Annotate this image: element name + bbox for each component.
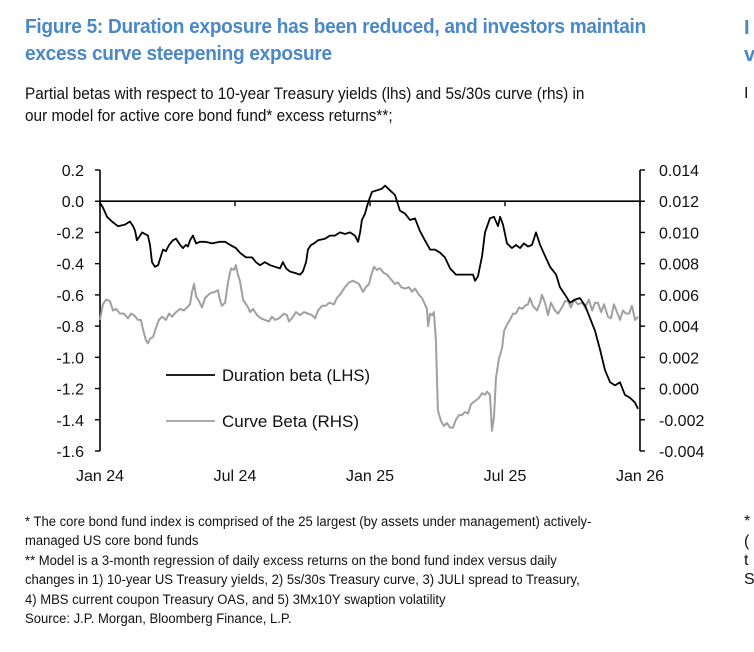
- footnote-line: ** Model is a 3-month regression of dail…: [25, 552, 557, 569]
- left-axis-tick-label: 0.2: [62, 163, 84, 180]
- left-axis-tick-label: -0.6: [56, 288, 84, 305]
- curve-beta-line: [99, 264, 639, 432]
- right-axis-tick-label: 0.004: [659, 319, 699, 336]
- chart: 0.2 0.0 -0.2 -0.4 -0.6 -0.8 -1.0 -1.2 -1.4 -1.6 0.…: [56, 163, 704, 485]
- figure-subtitle: Partial betas with respect to 10-year Tr…: [25, 83, 695, 127]
- right-axis-tick-label: -0.004: [659, 444, 704, 461]
- right-axis-tick-label: 0.008: [659, 257, 699, 274]
- left-axis-tick-label: -1.6: [56, 444, 84, 461]
- source-line: Source: J.P. Morgan, Bloomberg Finance, …: [25, 611, 292, 628]
- legend-label-duration: Duration beta (LHS): [222, 367, 370, 385]
- next-column-title-fragment-2: v: [744, 44, 754, 66]
- figure-title-line-1: Figure 5: Duration exposure has been red…: [25, 15, 646, 38]
- figure-title-line-2: excess curve steepening exposure: [25, 42, 332, 65]
- left-axis-tick-label: -1.4: [56, 413, 84, 430]
- left-axis-tick-label: 0.0: [62, 194, 84, 211]
- left-axis-tick-label: -1.0: [56, 350, 84, 367]
- right-axis-tick-label: 0.012: [659, 194, 699, 211]
- right-axis-tick-label: 0.002: [659, 350, 699, 367]
- next-column-title-fragment-1: I: [744, 17, 750, 39]
- left-axis-tick-label: -0.8: [56, 319, 84, 336]
- left-axis-tick-label: -0.2: [56, 225, 84, 242]
- next-column-footnote-fragment: t: [744, 552, 749, 569]
- x-axis-tick-label: Jan 24: [76, 468, 124, 485]
- figure-subtitle-line-1: Partial betas with respect to 10-year Tr…: [25, 85, 585, 103]
- right-axis-tick-label: 0.014: [659, 163, 699, 180]
- x-axis-tick-label: Jan 26: [616, 468, 664, 485]
- footnote-line: * The core bond fund index is comprised …: [25, 514, 592, 530]
- series-layer: [99, 184, 639, 432]
- right-axis-tick-label: 0.000: [659, 382, 699, 399]
- chart-axes: 0.2 0.0 -0.2 -0.4 -0.6 -0.8 -1.0 -1.2 -1.4 -1.6 0.…: [56, 163, 704, 485]
- left-axis-tick-label: -0.4: [56, 257, 84, 274]
- chart-legend: Duration beta (LHS) Curve Beta (RHS): [166, 367, 370, 431]
- left-axis-tick-label: -1.2: [56, 382, 84, 399]
- legend-label-curve: Curve Beta (RHS): [222, 413, 359, 431]
- next-column-footnote-fragment: (: [744, 533, 750, 550]
- figure-subtitle-line-2: our model for active core bond fund* exc…: [25, 107, 393, 125]
- footnote-line: managed US core bond funds: [25, 533, 199, 550]
- x-axis-tick-label: Jul 24: [214, 468, 257, 485]
- right-axis-tick-label: 0.010: [659, 225, 699, 242]
- footnote-line: 4) MBS current coupon Treasury OAS, and …: [25, 591, 446, 608]
- next-column-footnote-fragment: S: [744, 571, 754, 588]
- next-column-footnote-fragment: *: [744, 513, 751, 530]
- figure-title: Figure 5: Duration exposure has been red…: [25, 13, 695, 67]
- right-axis-tick-label: -0.002: [659, 413, 704, 430]
- duration-beta-line: [99, 184, 639, 410]
- footnote-line: changes in 1) 10-year US Treasury yields…: [25, 572, 580, 589]
- x-axis-tick-label: Jan 25: [346, 468, 394, 485]
- right-axis-tick-label: 0.006: [659, 288, 699, 305]
- next-column-subtitle-fragment: I: [744, 85, 749, 102]
- footnotes: * The core bond fund index is comprised …: [25, 513, 706, 629]
- x-axis-tick-label: Jul 25: [484, 468, 527, 485]
